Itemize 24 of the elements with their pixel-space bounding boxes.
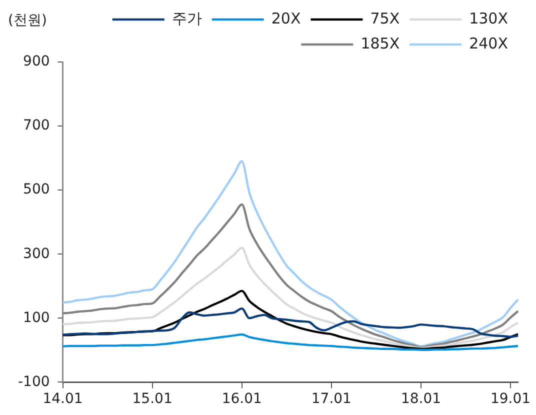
x-tick-label: 19.01	[490, 391, 531, 408]
legend-label: 20X	[271, 9, 301, 28]
y-tick-label: 900	[23, 54, 50, 70]
y-axis-title: (천원)	[8, 12, 47, 29]
y-tick-label: -100	[18, 374, 50, 390]
legend-label: 130X	[469, 9, 508, 28]
x-tick-label: 18.01	[400, 391, 442, 408]
line-series	[62, 160, 520, 348]
y-tick-label: 700	[23, 118, 50, 134]
line-series	[62, 333, 520, 351]
legend-label: 주가	[172, 9, 202, 28]
line-series	[62, 246, 520, 350]
legend-label: 75X	[370, 9, 400, 28]
line-series	[62, 307, 520, 338]
y-tick-label: 300	[23, 246, 50, 262]
x-tick-label: 17.01	[311, 391, 352, 408]
legend-label: 185X	[360, 34, 400, 52]
x-tick-label: 16.01	[222, 391, 262, 408]
x-tick-label: 15.01	[132, 391, 172, 408]
line-series	[62, 290, 520, 350]
x-tick-label: 14.01	[42, 391, 83, 408]
y-tick-label: 500	[23, 182, 50, 198]
y-tick-label: 100	[23, 310, 50, 326]
legend-label: 240X	[469, 34, 508, 52]
